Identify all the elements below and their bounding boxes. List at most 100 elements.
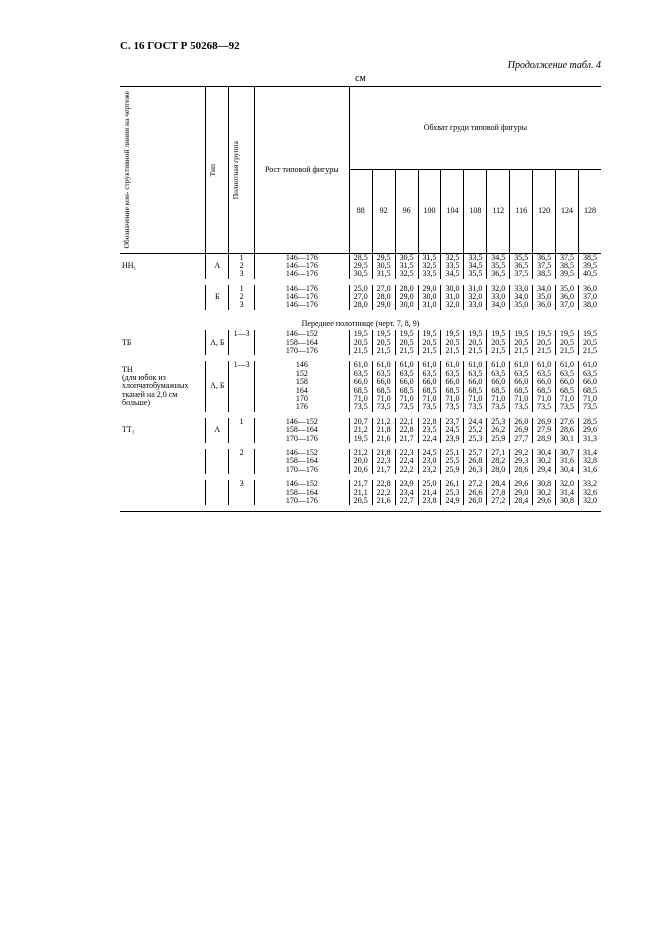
group-cell: 1	[229, 418, 254, 426]
value-cell: 21,6	[372, 497, 395, 505]
type-cell	[206, 449, 229, 474]
value-cell: 36,0	[533, 301, 556, 309]
line-label: ТН (для юбок из хлопчатобумажных тканей …	[120, 361, 206, 411]
value-cell: 22,7	[395, 497, 418, 505]
continuation-label: Продолжение табл. 4	[120, 60, 601, 71]
value-cell: 73,5	[510, 403, 533, 411]
value-cell: 27,7	[510, 435, 533, 443]
value-cell: 30,0	[395, 301, 418, 309]
value-cell: 28,6	[510, 466, 533, 474]
group-cell: 3	[229, 480, 254, 488]
group-cell	[229, 339, 254, 347]
value-cell: 23,9	[441, 435, 464, 443]
value-cell: 21,5	[556, 347, 579, 355]
type-cell	[206, 480, 229, 505]
size-col: 124	[556, 170, 579, 253]
size-col: 96	[395, 170, 418, 253]
value-cell: 31,0	[418, 301, 441, 309]
value-cell: 21,7	[372, 466, 395, 474]
value-cell: 21,7	[395, 435, 418, 443]
value-cell: 21,5	[533, 347, 556, 355]
value-cell: 28,4	[510, 497, 533, 505]
value-cell: 28,0	[487, 466, 510, 474]
value-cell: 21,5	[579, 347, 601, 355]
value-cell: 38,0	[579, 301, 601, 309]
line-label: ТБ	[120, 330, 206, 355]
group-cell	[229, 387, 254, 395]
group-cell	[229, 426, 254, 434]
value-cell: 73,5	[556, 403, 579, 411]
col-line: Обозначение кон- структивной линии на че…	[122, 87, 132, 253]
value-cell: 35,0	[510, 301, 533, 309]
value-cell: 21,5	[487, 347, 510, 355]
unit-label: см	[120, 73, 601, 84]
value-cell: 31,3	[579, 435, 601, 443]
height-cell: 146—176	[254, 301, 349, 309]
value-cell: 25,9	[441, 466, 464, 474]
value-cell: 21,5	[349, 347, 372, 355]
value-cell: 37,5	[510, 270, 533, 278]
value-cell: 28,9	[533, 435, 556, 443]
value-cell: 36,5	[487, 270, 510, 278]
value-cell: 34,5	[441, 270, 464, 278]
value-cell: 30,5	[349, 270, 372, 278]
value-cell: 73,5	[487, 403, 510, 411]
line-label	[120, 285, 206, 310]
value-cell: 29,6	[533, 497, 556, 505]
group-cell: 1—3	[229, 361, 254, 369]
col-height: Рост типовой фигуры	[254, 87, 349, 254]
size-col: 104	[441, 170, 464, 253]
size-col: 120	[533, 170, 556, 253]
value-cell: 25,3	[464, 435, 487, 443]
value-cell: 25,9	[487, 435, 510, 443]
value-cell: 22,2	[395, 466, 418, 474]
size-col: 128	[579, 170, 601, 253]
type-cell: А, Б	[206, 330, 229, 355]
height-cell: 170—176	[254, 497, 349, 505]
size-col: 100	[418, 170, 441, 253]
value-cell: 31,5	[372, 270, 395, 278]
height-cell: 170—176	[254, 347, 349, 355]
value-cell: 38,5	[533, 270, 556, 278]
value-cell: 73,5	[441, 403, 464, 411]
group-cell	[229, 457, 254, 465]
value-cell: 26,0	[464, 497, 487, 505]
section-heading: Переднее полотнище (черт. 7, 8, 9)	[120, 316, 601, 330]
line-label: ТТ₁	[120, 418, 206, 443]
type-cell: А	[206, 253, 229, 279]
group-cell	[229, 497, 254, 505]
value-cell: 73,5	[349, 403, 372, 411]
type-cell: А, Б	[206, 361, 229, 411]
value-cell: 73,5	[533, 403, 556, 411]
type-cell: А	[206, 418, 229, 443]
value-cell: 39,5	[556, 270, 579, 278]
size-col: 88	[349, 170, 372, 253]
col-type: Тип	[208, 160, 218, 180]
height-cell: 170—176	[254, 466, 349, 474]
group-cell: 3	[229, 301, 254, 309]
col-group: Полнотная группа	[231, 137, 241, 203]
value-cell: 35,5	[464, 270, 487, 278]
value-cell: 40,5	[579, 270, 601, 278]
col-bust-span: Обхват груди типовой фигуры	[349, 87, 601, 170]
height-cell: 146—176	[254, 270, 349, 278]
value-cell: 21,6	[372, 435, 395, 443]
height-cell: 170—176	[254, 435, 349, 443]
value-cell: 29,0	[372, 301, 395, 309]
value-cell: 21,5	[372, 347, 395, 355]
size-col: 116	[510, 170, 533, 253]
value-cell: 29,4	[533, 466, 556, 474]
value-cell: 32,0	[579, 497, 601, 505]
value-cell: 26,3	[464, 466, 487, 474]
value-cell: 73,5	[372, 403, 395, 411]
value-cell: 24,9	[441, 497, 464, 505]
data-table: Обозначение кон- структивной линии на че…	[120, 86, 601, 512]
value-cell: 22,4	[418, 435, 441, 443]
value-cell: 34,0	[487, 301, 510, 309]
value-cell: 21,5	[441, 347, 464, 355]
value-cell: 20,5	[349, 497, 372, 505]
value-cell: 23,8	[418, 497, 441, 505]
value-cell: 73,5	[418, 403, 441, 411]
group-cell: 2	[229, 449, 254, 457]
value-cell: 27,2	[487, 497, 510, 505]
